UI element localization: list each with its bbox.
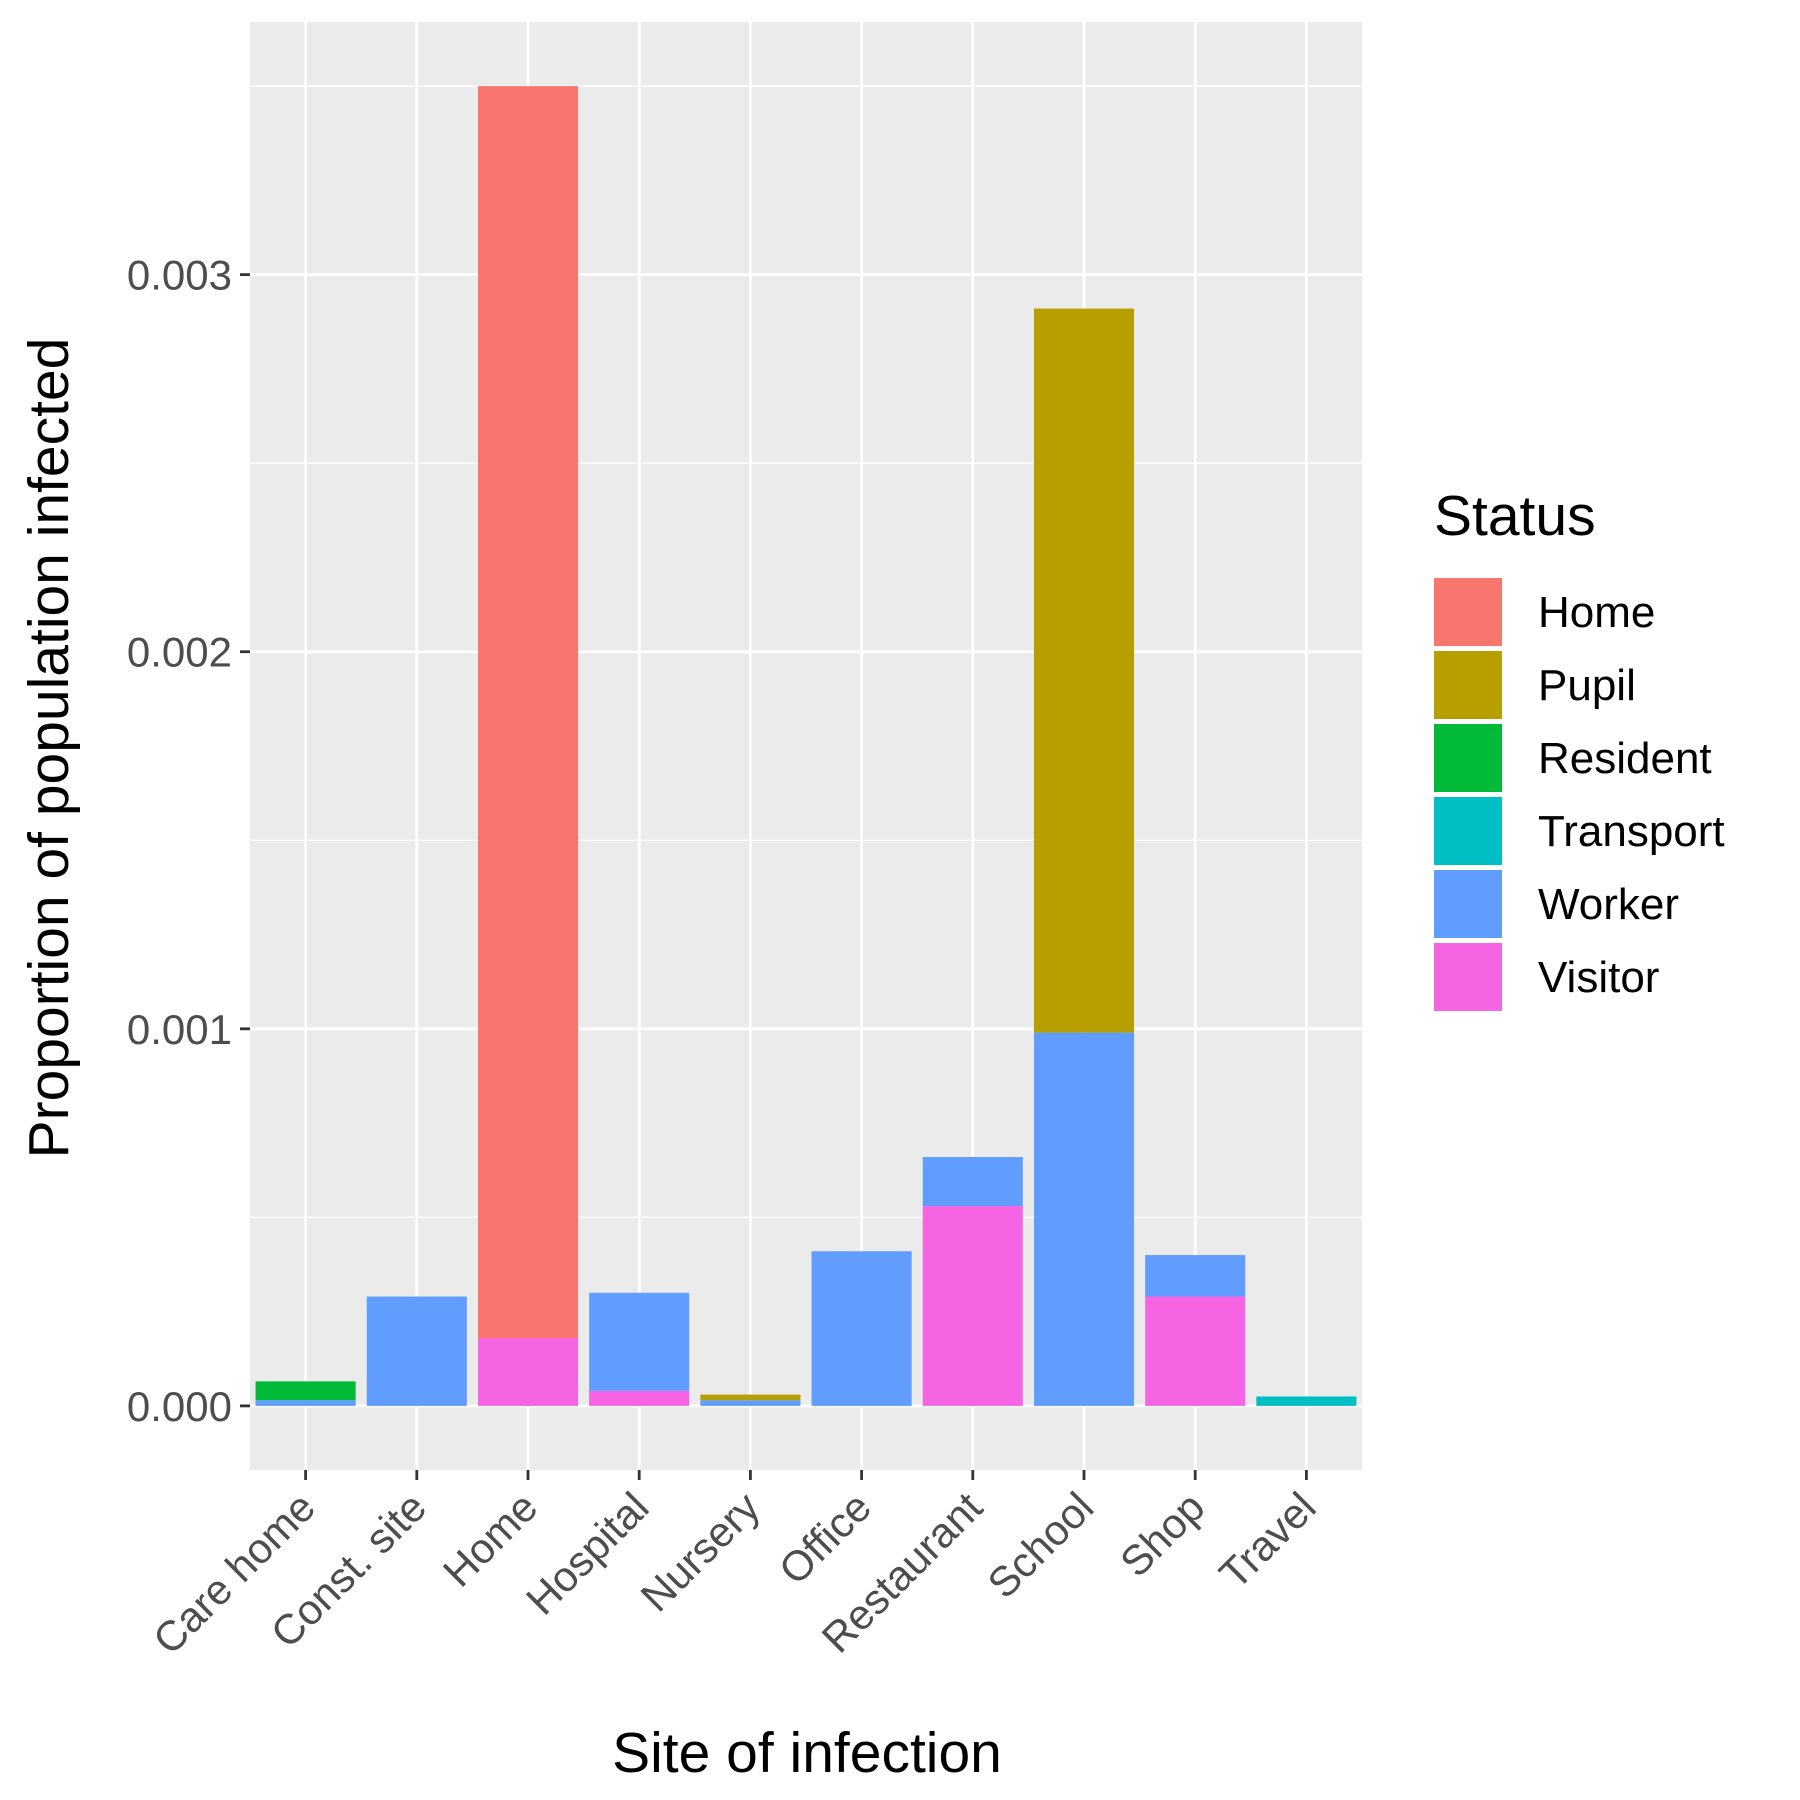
legend-label-resident: Resident	[1538, 734, 1712, 783]
bars	[255, 86, 1357, 1406]
legend-label-transport: Transport	[1538, 807, 1725, 856]
x-tick-label-travel: Travel	[1210, 1483, 1325, 1598]
bar-travel-transport	[1256, 1396, 1357, 1406]
x-axis-title: Site of infection	[612, 1721, 1002, 1785]
bar-nursery-pupil	[700, 1394, 801, 1401]
bar-hospital-visitor	[589, 1390, 690, 1406]
legend-label-visitor: Visitor	[1538, 953, 1659, 1002]
y-axis: 0.000 0.001 0.002 0.003	[127, 252, 250, 1430]
legend: Status Home Pupil Resident Transport Worker V…	[1434, 484, 1725, 1011]
x-tick-label-nursery: Nursery	[632, 1483, 769, 1620]
legend-key-worker	[1434, 870, 1502, 938]
bar-home-visitor	[477, 1338, 579, 1406]
bar-restaurant-worker	[922, 1157, 1023, 1207]
y-axis-title: Proportion of population infected	[17, 338, 81, 1159]
bar-school-worker	[1033, 1032, 1135, 1406]
y-tick-label: 0.003	[127, 252, 232, 299]
bar-hospital-worker	[589, 1292, 690, 1391]
legend-key-transport	[1434, 797, 1502, 865]
legend-key-pupil	[1434, 651, 1502, 719]
bar-const-site-worker	[366, 1296, 467, 1406]
legend-key-visitor	[1434, 943, 1502, 1011]
plot-panel	[250, 22, 1362, 1470]
y-tick-label: 0.000	[127, 1383, 232, 1430]
bar-care-home-worker	[255, 1400, 356, 1406]
y-tick-label: 0.001	[127, 1006, 232, 1053]
panel-background	[250, 22, 1362, 1470]
legend-key-resident	[1434, 724, 1502, 792]
legend-label-pupil: Pupil	[1538, 661, 1636, 710]
bar-care-home-resident	[255, 1381, 356, 1401]
x-tick-label-shop: Shop	[1111, 1483, 1214, 1586]
bar-nursery-worker	[700, 1400, 801, 1406]
x-tick-label-hospital: Hospital	[517, 1483, 658, 1624]
legend-label-worker: Worker	[1538, 880, 1679, 929]
bar-school-pupil	[1033, 308, 1135, 1033]
y-tick-label: 0.002	[127, 629, 232, 676]
legend-key-home	[1434, 578, 1502, 646]
bar-home-home	[477, 86, 579, 1339]
bar-shop-worker	[1145, 1255, 1246, 1297]
legend-label-home: Home	[1538, 588, 1655, 637]
bar-shop-visitor	[1145, 1296, 1246, 1406]
bar-restaurant-visitor	[922, 1206, 1023, 1406]
x-tick-label-school: School	[978, 1483, 1102, 1607]
legend-title: Status	[1434, 484, 1596, 548]
bar-office-worker	[811, 1251, 912, 1406]
